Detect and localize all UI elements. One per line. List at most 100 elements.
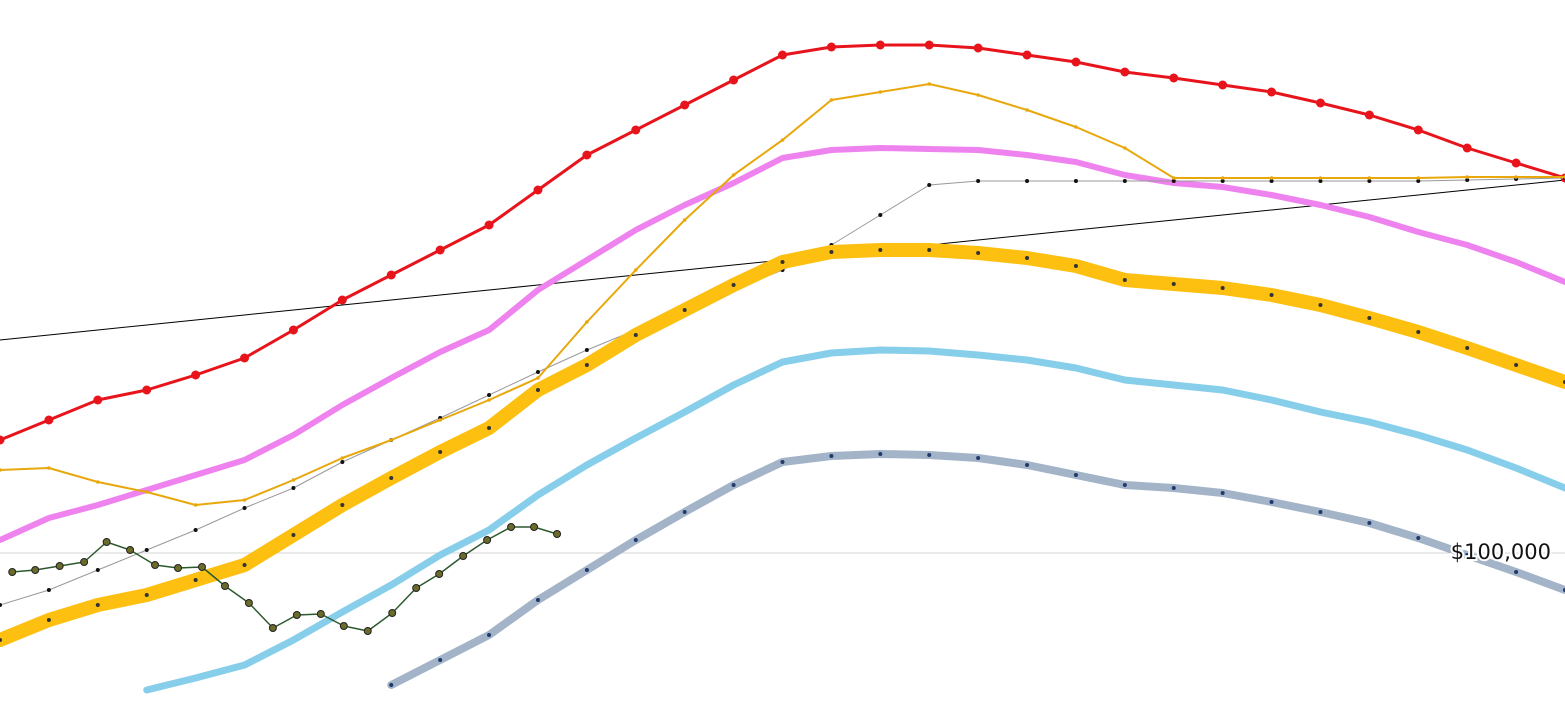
series-marker (95, 603, 100, 607)
series-line (0, 145, 1565, 543)
series-marker (535, 388, 540, 392)
series-marker (340, 503, 345, 507)
series-marker (487, 633, 492, 637)
series-marker (340, 460, 345, 464)
series-marker (780, 460, 785, 464)
series-marker (483, 536, 492, 544)
series-marker (1318, 510, 1323, 514)
labels: $100,000 (1449, 538, 1553, 566)
series-marker (337, 295, 347, 305)
series-marker (927, 183, 932, 187)
series-marker (193, 503, 198, 507)
series-marker (682, 510, 687, 514)
series-marker (780, 138, 785, 142)
series-marker (144, 490, 149, 494)
series-line (0, 243, 1565, 647)
series-marker (151, 561, 160, 569)
series-marker (1073, 473, 1078, 477)
series-marker (507, 523, 516, 531)
series-marker (729, 75, 739, 85)
series-marker (584, 568, 589, 572)
series-marker (487, 426, 492, 430)
series-marker (1171, 282, 1176, 286)
series-marker (731, 173, 736, 177)
series-marker (363, 627, 372, 635)
series-marker (829, 98, 834, 102)
series-marker (193, 578, 198, 582)
series-marker (1416, 179, 1421, 183)
series-marker (1267, 87, 1277, 97)
series-marker (0, 603, 2, 607)
series-marker (1025, 179, 1030, 183)
series-marker (144, 548, 149, 552)
series-marker (242, 563, 247, 567)
series-marker (1122, 483, 1127, 487)
series-marker (291, 478, 296, 482)
series-marker (144, 593, 149, 597)
series-marker (31, 566, 40, 574)
series-marker (878, 90, 883, 94)
series-marker (95, 568, 100, 572)
series-marker (1122, 278, 1127, 282)
series-marker (1073, 264, 1078, 268)
series-marker (924, 40, 934, 50)
series-line (0, 43, 1565, 442)
series-marker (1465, 175, 1469, 179)
series-marker (339, 622, 348, 630)
series-marker (878, 452, 883, 456)
series-marker (291, 533, 296, 537)
series-marker (536, 376, 540, 380)
series-marker (1462, 143, 1472, 153)
series-marker (533, 185, 543, 195)
series-marker (1416, 330, 1421, 334)
series-marker (976, 179, 981, 183)
series-marker (1315, 98, 1325, 108)
series-marker (631, 125, 641, 135)
series-marker (1169, 73, 1179, 83)
series-marker (1318, 176, 1323, 180)
series-marker (242, 506, 247, 510)
series-marker (1022, 50, 1032, 60)
series-marker (1171, 486, 1176, 490)
series-marker (268, 624, 277, 632)
series-marker (1220, 286, 1225, 290)
series-marker (55, 562, 64, 570)
series-marker (1367, 179, 1372, 183)
series-marker (340, 456, 345, 460)
series-marker (530, 523, 539, 531)
series-marker (96, 480, 100, 484)
series-marker (1220, 179, 1225, 183)
series-marker (1269, 179, 1274, 183)
series-marker (680, 100, 690, 110)
series-marker (584, 363, 589, 367)
series-marker (976, 251, 981, 255)
series-line (0, 83, 1565, 506)
series-marker (633, 538, 638, 542)
series-marker (582, 150, 592, 160)
series-marker (1367, 521, 1372, 525)
series-marker (826, 42, 836, 52)
series-line (143, 346, 1565, 694)
series-marker (1416, 176, 1421, 180)
series-marker (1318, 303, 1323, 307)
series-marker (240, 353, 250, 363)
series-marker (44, 415, 54, 425)
series-marker (584, 348, 589, 352)
series-marker (1025, 256, 1030, 260)
series-marker (778, 50, 787, 60)
series-marker (244, 599, 253, 607)
series-marker (389, 683, 394, 687)
series-marker (1120, 67, 1130, 77)
series-marker (197, 563, 206, 571)
series-marker (292, 611, 301, 619)
series-marker (220, 582, 229, 590)
series-marker (8, 568, 17, 576)
series-marker (1025, 463, 1030, 467)
series-marker (316, 610, 325, 618)
series-marker (487, 393, 492, 397)
series-marker (1073, 179, 1078, 183)
series-marker (878, 213, 883, 217)
series-marker (553, 530, 562, 538)
series-marker (1367, 176, 1372, 180)
series-marker (829, 454, 834, 458)
